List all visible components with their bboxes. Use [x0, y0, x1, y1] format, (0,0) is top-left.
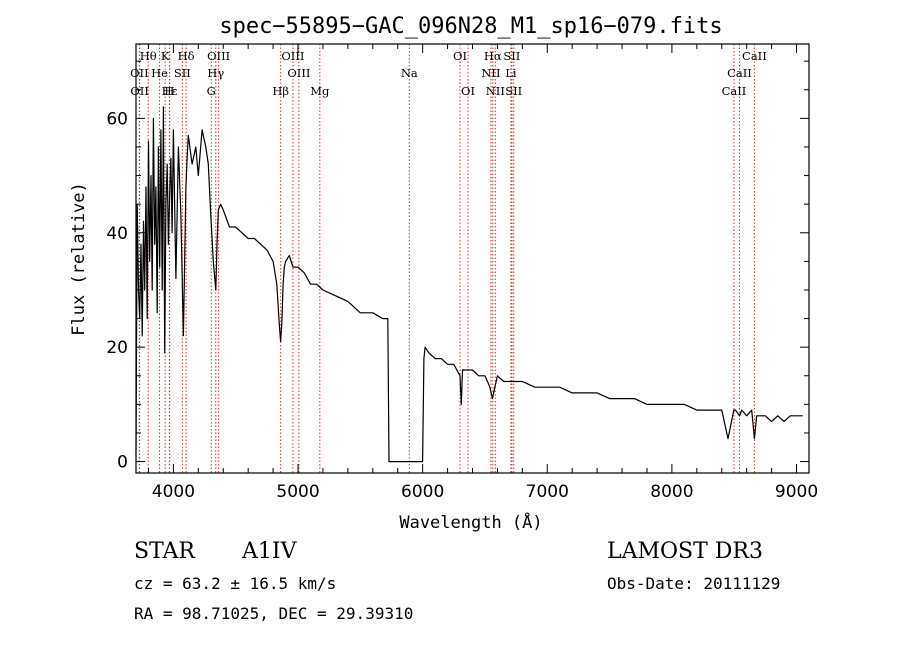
line-label-2: Hδ: [178, 49, 195, 63]
line-label-24: OI: [461, 84, 475, 98]
x-tick-label: 4000: [152, 482, 195, 502]
y-tick-label: 0: [117, 453, 128, 473]
coordinates: RA = 98.71025, DEC = 29.39310: [134, 604, 414, 623]
line-label-0: Hθ: [140, 49, 157, 63]
line-label-11: SII: [174, 66, 191, 80]
line-label-14: Na: [401, 66, 418, 80]
line-label-3: OIII: [207, 49, 230, 63]
line-label-26: SII: [505, 84, 522, 98]
line-label-20: H: [164, 84, 174, 98]
redshift-cz: cz = 63.2 ± 16.5 km/s: [134, 574, 337, 593]
observation-date: Obs-Date: 20111129: [607, 574, 781, 593]
y-tick-label: 60: [106, 109, 128, 129]
line-label-22: Hβ: [272, 84, 289, 98]
x-tick-label: 6000: [401, 482, 444, 502]
x-tick-label: 5000: [276, 482, 319, 502]
line-label-13: OIII: [287, 66, 310, 80]
line-label-10: He: [151, 66, 168, 80]
line-label-6: Hα: [484, 49, 502, 63]
spectrum-series-line: [135, 106, 803, 463]
x-axis-ticks: 4000 5000 6000 7000 8000 9000: [147, 44, 818, 502]
line-label-15: NII: [481, 66, 500, 80]
line-label-1: K: [161, 49, 170, 63]
chart-title: spec−55895−GAC_096N28_M1_sp16−079.fits: [219, 14, 722, 39]
y-tick-label: 40: [106, 224, 128, 244]
x-tick-label: 7000: [526, 482, 569, 502]
line-label-19: Hε: [162, 84, 178, 98]
line-label-4: OIII: [281, 49, 304, 63]
x-axis-label: Wavelength (Å): [399, 511, 542, 533]
y-axis-ticks: 0 20 40 60: [106, 60, 809, 473]
line-label-17: CaII: [727, 66, 752, 80]
line-label-23: Mg: [310, 84, 330, 98]
plot-frame: [135, 43, 810, 474]
line-label-18: OII: [130, 84, 149, 98]
spectral-subclass: A1IV: [242, 539, 297, 564]
line-label-5: OI: [453, 49, 467, 63]
line-label-7: SII: [503, 49, 520, 63]
line-label-21: G: [207, 84, 216, 98]
line-label-27: CaII: [722, 84, 747, 98]
line-label-12: Hγ: [207, 66, 224, 80]
x-tick-label: 9000: [775, 482, 818, 502]
spectral-line-markers: [138, 44, 755, 473]
line-label-25: NII: [486, 84, 505, 98]
y-axis-label: Flux (relative): [69, 182, 89, 336]
x-tick-label: 8000: [650, 482, 693, 502]
survey-name: LAMOST DR3: [607, 539, 763, 564]
line-label-8: CaII: [742, 49, 767, 63]
line-label-16: Li: [505, 66, 517, 80]
object-class: STAR: [134, 539, 195, 564]
line-label-9: OII: [130, 66, 149, 80]
y-tick-label: 20: [106, 338, 128, 358]
